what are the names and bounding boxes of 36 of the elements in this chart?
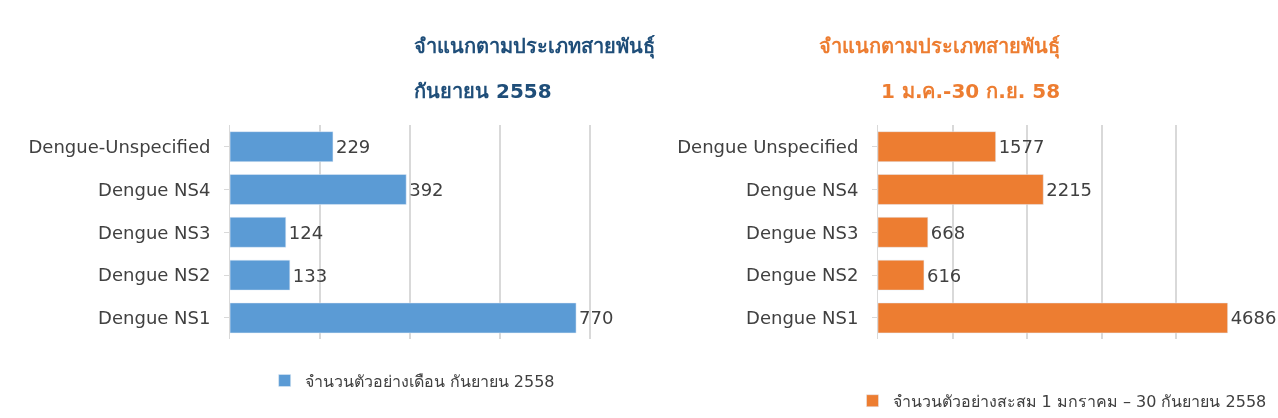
y-tick-label: Dengue NS4 [746,178,859,200]
chart-title: จำแนกตามประเภทสายพันธุ์ [819,34,1060,59]
y-tick-label: Dengue NS3 [98,221,211,243]
bar [877,302,1228,334]
legend-label: จำนวนตัวอย่างสะสม 1 มกราคม – 30 กันยายน 2558 [892,391,1267,411]
bar [877,131,996,162]
bar [877,259,925,291]
y-tick-label: Dengue-Unspecified [28,135,211,157]
bar [230,131,334,162]
bar [877,174,1044,205]
y-tick-label: Dengue NS1 [746,307,859,329]
data-label: 392 [409,178,444,200]
y-tick-label: Dengue NS4 [98,178,211,200]
chart-subtitle: 1 ม.ค.-30 ก.ย. 58 [881,79,1061,103]
chart-subtitle: กันยายน 2558 [414,79,552,103]
data-label: 133 [292,264,328,286]
y-tick-label: Dengue NS1 [98,307,211,329]
y-tick-label: Dengue NS2 [746,264,859,286]
data-label: 668 [930,221,966,243]
data-label: 770 [579,307,614,329]
y-tick-label: Dengue NS3 [746,221,859,243]
data-label: 2215 [1046,178,1093,200]
y-tick-label: Dengue NS2 [98,264,211,286]
bar [230,217,287,248]
data-label: 616 [926,264,962,286]
chart-title: จำแนกตามประเภทสายพันธุ์ [414,34,655,59]
legend-label: จำนวนตัวอย่างเดือน กันยายน 2558 [304,371,555,391]
bar [230,174,407,205]
data-label: 1577 [998,136,1045,158]
bar [230,302,577,334]
bar [877,217,929,248]
y-tick-label: Dengue Unspecified [677,135,859,157]
bar [230,259,291,291]
data-label: 229 [335,136,371,158]
data-label: 4686 [1230,307,1277,329]
data-label: 124 [288,221,324,243]
